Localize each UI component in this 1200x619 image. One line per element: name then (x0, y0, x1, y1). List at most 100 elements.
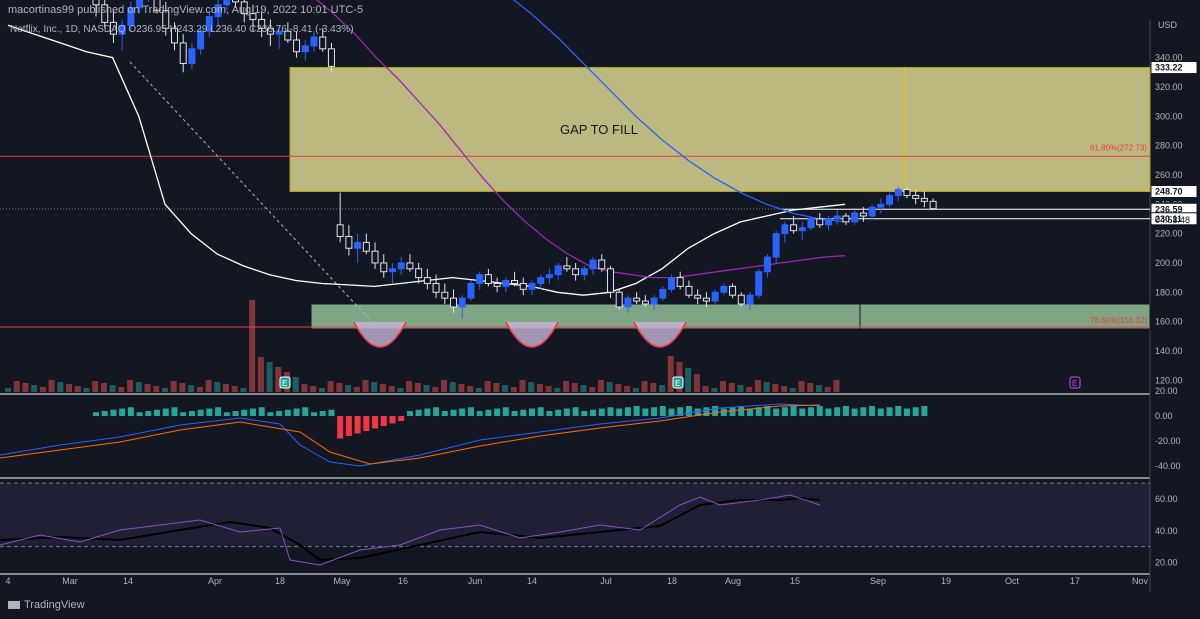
candle-body (711, 291, 719, 302)
macd-histogram-bar (555, 409, 562, 416)
macd-histogram-bar (511, 411, 518, 416)
volume-bar (789, 388, 796, 392)
candle-body (92, 0, 100, 6)
macd-histogram-bar (249, 408, 256, 416)
volume-bar (432, 387, 439, 392)
volume-bar (196, 387, 203, 392)
candle-body (702, 297, 710, 302)
macd-histogram-bar (799, 408, 806, 416)
candle-body (109, 21, 117, 35)
symbol-info: Netflix, Inc., 1D, NASDAQ O236.95 H243.2… (10, 24, 354, 35)
x-tick-label: 4 (5, 576, 10, 586)
macd-histogram-bar (328, 409, 335, 416)
candle-body (450, 297, 458, 308)
volume-bar (161, 388, 168, 392)
volume-bar (667, 356, 674, 392)
volume-bar (240, 388, 247, 392)
candle-body (746, 294, 754, 305)
candle-body (484, 274, 492, 284)
volume-bar (74, 386, 81, 392)
macd-histogram-bar (354, 416, 361, 434)
candle-body (537, 277, 545, 284)
macd-histogram-bar (101, 411, 108, 416)
volume-bar (135, 382, 142, 392)
volume-bar (83, 388, 90, 392)
volume-bar (336, 383, 343, 392)
candle-body (545, 274, 553, 279)
cup-arc (353, 321, 407, 348)
moving-average-purple (316, 0, 846, 279)
x-tick-label: 16 (398, 576, 408, 586)
footer-brand: TradingView (8, 599, 85, 611)
x-tick-label: Sep (870, 576, 886, 586)
candle-body (432, 282, 440, 293)
tradingview-logo-icon (8, 601, 20, 610)
volume-bar (66, 384, 73, 392)
volume-bar (327, 381, 334, 392)
macd-histogram-bar (747, 408, 753, 416)
candle-body (423, 277, 431, 284)
candle-body (502, 280, 510, 287)
macd-histogram-bar (624, 407, 631, 416)
candle-body (127, 7, 135, 26)
volume-bar (92, 381, 99, 392)
volume-bar (597, 380, 604, 392)
rsi-y-tick-label: 40.00 (1155, 526, 1178, 536)
volume-bar (702, 386, 709, 392)
x-tick-label: Apr (208, 576, 222, 586)
volume-bar (737, 385, 744, 392)
price-label: 333.22 (1155, 63, 1183, 73)
x-tick-label: Jun (468, 576, 483, 586)
candle-body (633, 297, 641, 302)
macd-histogram-bar (93, 412, 99, 416)
y-tick-label: 220.00 (1155, 229, 1183, 239)
macd-histogram-bar (136, 412, 143, 416)
macd-histogram-bar (755, 407, 762, 416)
macd-signal-line (0, 404, 821, 465)
price-label: 236.59 (1155, 204, 1183, 214)
macd-histogram-bar (886, 407, 893, 416)
macd-histogram-bar (145, 411, 152, 416)
macd-histogram-bar (590, 409, 597, 416)
macd-histogram-bar (694, 408, 701, 416)
volume-bar (362, 380, 369, 392)
candle-body (641, 300, 649, 305)
x-tick-label: Aug (725, 576, 741, 586)
macd-histogram-bar (895, 406, 902, 416)
candle-body (781, 224, 789, 235)
macd-histogram-bar (258, 407, 265, 416)
price-label-box (1150, 61, 1198, 75)
countdown-label: 04:58:48 (1155, 215, 1190, 225)
candle-body (380, 262, 388, 273)
volume-bar (824, 387, 831, 392)
macd-histogram-bar (712, 406, 719, 416)
candle-body (894, 189, 902, 196)
x-tick-label: 17 (1070, 576, 1080, 586)
currency-label: USD (1158, 20, 1178, 30)
earnings-marker (672, 376, 684, 389)
macd-histogram-bar (494, 408, 501, 416)
volume-bar (414, 383, 421, 392)
macd-histogram-bar (319, 411, 326, 416)
candle-body (266, 27, 274, 35)
macd-histogram-bar (781, 407, 788, 416)
macd-histogram-bar (267, 412, 274, 416)
candle-body (554, 265, 562, 276)
macd-histogram-bar (485, 409, 492, 416)
candle-body (458, 297, 466, 308)
rsi-line (0, 494, 821, 566)
candle-body (327, 48, 335, 67)
volume-bar (205, 380, 212, 392)
volume-bar (371, 382, 378, 392)
candle-body (415, 268, 423, 279)
macd-histogram-bar (363, 416, 370, 431)
candle-body (929, 200, 937, 210)
candle-body (101, 4, 109, 23)
macd-histogram-bar (372, 416, 379, 429)
volume-bar (127, 380, 134, 392)
macd-histogram-bar (293, 408, 300, 416)
candle-body (493, 282, 501, 287)
volume-bar (266, 362, 273, 392)
macd-histogram-bar (685, 406, 692, 416)
